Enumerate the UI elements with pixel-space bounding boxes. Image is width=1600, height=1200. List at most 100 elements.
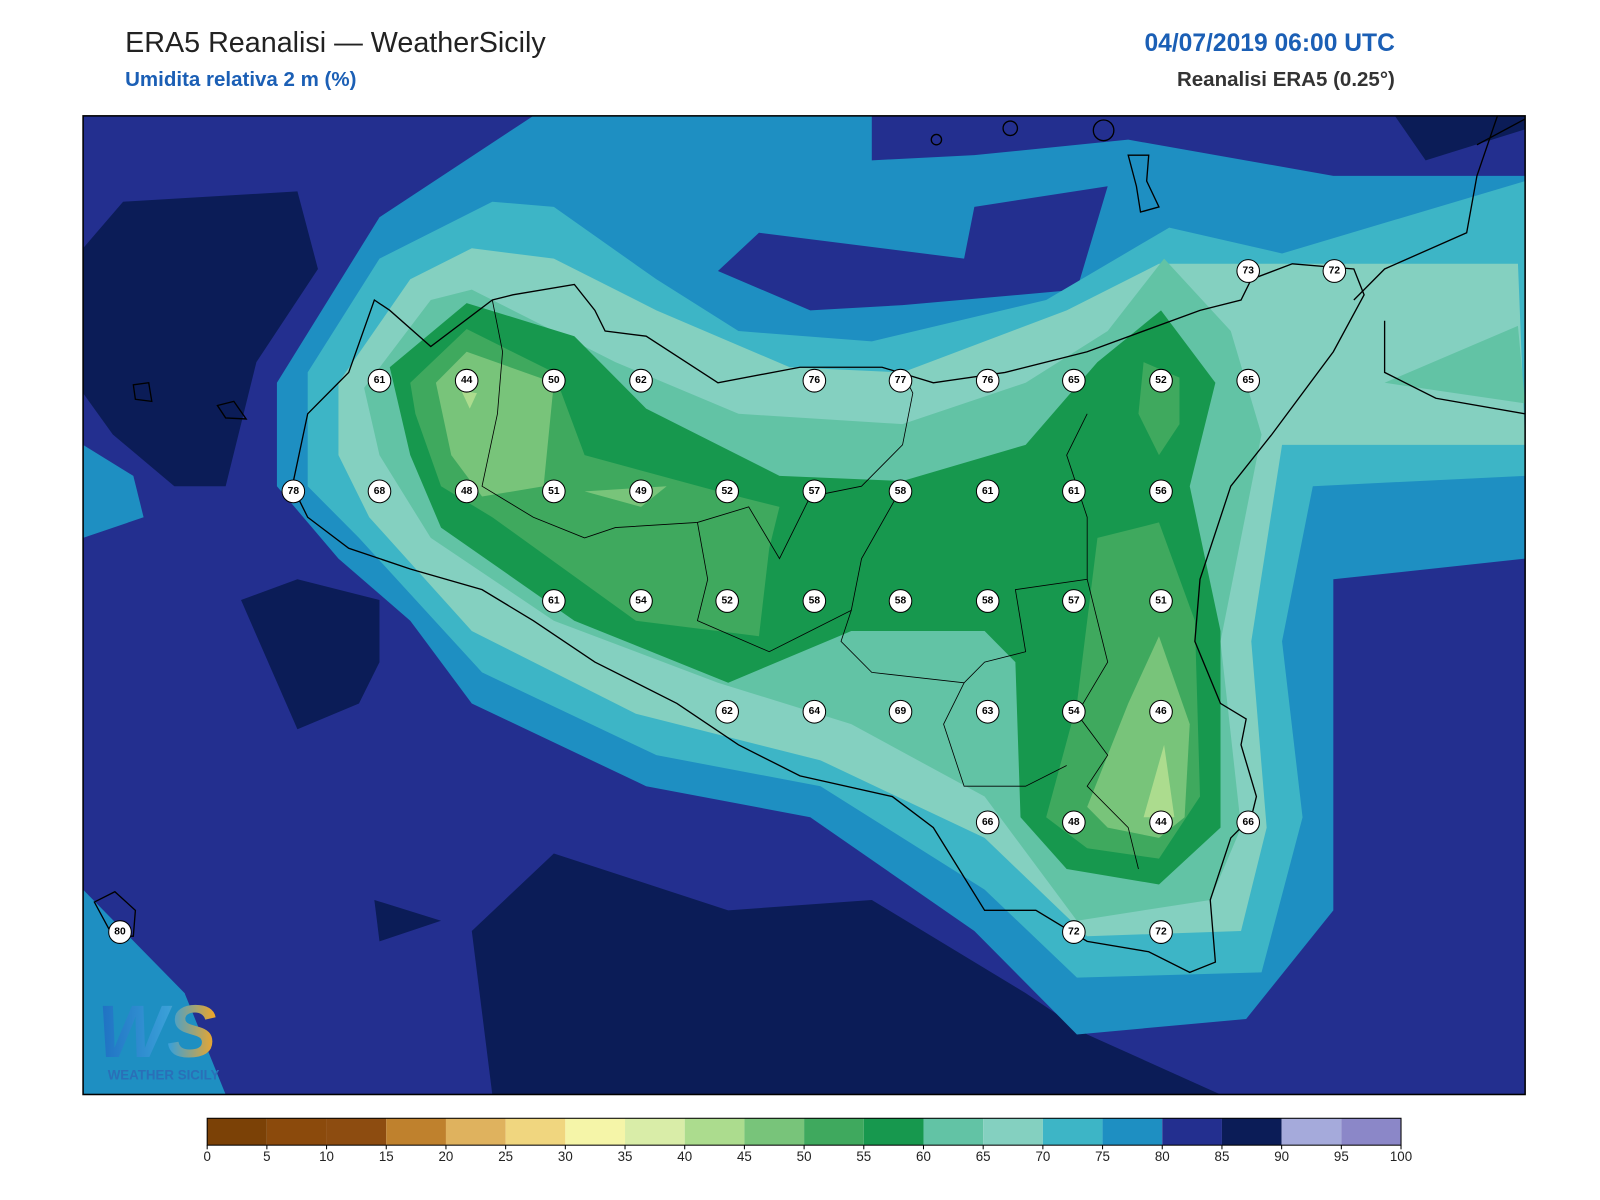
colorbar-swatch (1162, 1118, 1222, 1146)
datetime: 04/07/2019 06:00 UTC (1144, 30, 1395, 57)
station: 62 (715, 699, 739, 724)
station-marker (281, 479, 306, 504)
colorbar: 0 5 10 15 20 25 30 35 40 45 50 55 60 65 70 75 80 85 90 95 10… (203, 1117, 1412, 1164)
station: 78 (281, 479, 306, 504)
subtitle: Umidita relativa 2 m (%) (125, 68, 356, 91)
station-value: 57 (809, 486, 821, 497)
station: 61 (367, 368, 392, 393)
station: 80 (108, 920, 132, 944)
station-marker (367, 368, 392, 393)
station: 57 (1062, 589, 1086, 613)
station-value: 62 (721, 706, 733, 717)
station: 54 (1062, 699, 1086, 724)
station-value: 61 (982, 486, 994, 497)
colorbar-tick-label: 85 (1215, 1149, 1230, 1164)
colorbar-tick-label: 10 (319, 1149, 334, 1164)
station: 72 (1322, 259, 1347, 283)
station: 76 (802, 368, 827, 393)
station-value: 78 (288, 486, 300, 497)
station: 52 (1149, 368, 1173, 393)
station-marker (1062, 810, 1086, 835)
station-value: 72 (1155, 927, 1167, 938)
colorbar-swatch (207, 1118, 267, 1146)
station: 50 (542, 368, 566, 393)
colorbar-tick-label: 55 (856, 1149, 871, 1164)
station: 58 (802, 589, 827, 613)
colorbar-swatch (445, 1118, 506, 1146)
map-frame (82, 115, 1526, 1096)
station-marker (454, 479, 479, 504)
station: 61 (1062, 479, 1086, 504)
station-marker (802, 699, 827, 724)
station-marker (1236, 368, 1260, 393)
station-value: 65 (1242, 375, 1254, 386)
station-value: 63 (982, 706, 994, 717)
station: 72 (1062, 920, 1086, 944)
station-marker (975, 699, 1000, 724)
title: ERA5 Reanalisi — WeatherSicily (125, 27, 546, 59)
colorbar-swatch (983, 1118, 1043, 1146)
contour-85-90 (83, 115, 1526, 1095)
station-marker (1149, 920, 1173, 944)
station: 68 (367, 479, 392, 504)
station-value: 62 (635, 375, 647, 386)
station-value: 76 (809, 375, 821, 386)
colorbar-tick-label: 45 (737, 1149, 752, 1164)
station-value: 44 (461, 375, 473, 386)
colorbar-tick-label: 20 (439, 1149, 454, 1164)
source: Reanalisi ERA5 (0.25°) (1177, 68, 1395, 91)
station-marker (1062, 589, 1086, 613)
station: 77 (888, 368, 913, 393)
station: 62 (629, 368, 653, 393)
station-marker (888, 479, 913, 504)
station: 61 (542, 589, 566, 613)
station-value: 68 (374, 486, 386, 497)
station-value: 69 (895, 706, 907, 717)
station-value: 52 (721, 596, 733, 607)
station-marker (542, 479, 566, 504)
station-marker (1149, 368, 1173, 393)
station-marker (715, 479, 739, 504)
station-marker (1236, 259, 1260, 283)
station-marker (1149, 589, 1173, 613)
station: 65 (1236, 368, 1260, 393)
colorbar-swatch (804, 1118, 864, 1146)
station-marker (888, 368, 913, 393)
station: 58 (888, 589, 913, 613)
station-value: 66 (982, 817, 994, 828)
colorbar-swatch (266, 1118, 327, 1146)
station-value: 54 (635, 596, 647, 607)
station-value: 64 (809, 706, 821, 717)
station-marker (888, 699, 913, 724)
station: 57 (802, 479, 827, 504)
colorbar-swatch (923, 1118, 984, 1146)
station-marker (108, 920, 132, 944)
station: 64 (802, 699, 827, 724)
colorbar-swatch (505, 1118, 566, 1146)
station: 48 (1062, 810, 1086, 835)
colorbar-swatch (1281, 1118, 1342, 1146)
colorbar-tick-label: 75 (1095, 1149, 1110, 1164)
colorbar-swatch (684, 1118, 745, 1146)
station: 48 (454, 479, 479, 504)
station-value: 72 (1068, 927, 1080, 938)
station-marker (1236, 810, 1260, 835)
station-value: 58 (982, 596, 994, 607)
station-value: 57 (1068, 596, 1080, 607)
station: 44 (1149, 810, 1173, 835)
station-value: 58 (895, 596, 907, 607)
station: 66 (1236, 810, 1260, 835)
colorbar-tick-label: 100 (1390, 1149, 1412, 1164)
station: 44 (454, 368, 479, 393)
station: 58 (975, 589, 1000, 613)
station: 66 (975, 810, 1000, 835)
station: 69 (888, 699, 913, 724)
colorbar-swatch (1341, 1118, 1402, 1146)
colorbar-tick-label: 25 (498, 1149, 513, 1164)
station-values: 73 72 61 44 50 62 76 77 76 65 52 65 78 68 48 51 49 52 57 58… (108, 259, 1347, 944)
colorbar-swatch (565, 1118, 626, 1146)
station-marker (542, 368, 566, 393)
station-value: 52 (1155, 375, 1167, 386)
station: 56 (1149, 479, 1173, 504)
